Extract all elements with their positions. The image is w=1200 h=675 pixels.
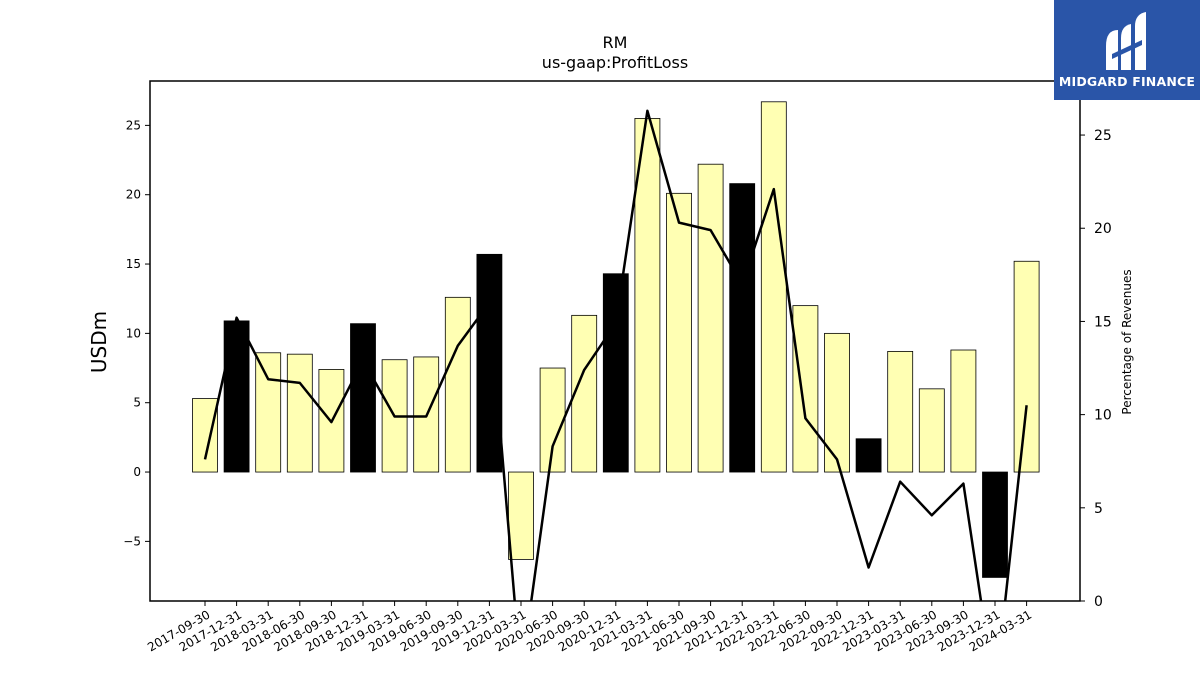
chart-title: RM: [603, 33, 628, 52]
y-axis-label: USDm: [87, 311, 111, 373]
bar-2018-06-30: [286, 353, 313, 473]
bar-2021-03-31: [634, 118, 661, 473]
bar-2021-09-30: [697, 163, 724, 473]
y2-tick-label: 10: [1094, 408, 1112, 424]
y2-tick-label: 5: [1094, 501, 1103, 517]
bar-2022-03-31: [760, 101, 787, 473]
bar-2018-12-31: [350, 323, 376, 473]
bar-2022-09-30: [824, 332, 850, 473]
y-tick-label: −5: [123, 534, 141, 548]
y-tick-label: 20: [126, 188, 141, 202]
y2-tick-label: 0: [1094, 594, 1103, 610]
logo-text: MIDGARD FINANCE: [1058, 73, 1196, 89]
plot-frame: [149, 80, 1081, 602]
bar-2023-09-30: [950, 349, 977, 473]
y2-tick-label: 15: [1094, 314, 1112, 330]
brand-logo: MIDGARD FINANCE: [1054, 0, 1200, 100]
y-tick-label: 15: [126, 257, 141, 271]
bar-2021-06-30: [666, 192, 692, 473]
bar-2021-12-31: [729, 183, 756, 473]
bar-2018-03-31: [255, 352, 282, 473]
bar-2017-09-30: [192, 398, 218, 473]
bar-2020-12-31: [602, 273, 629, 473]
bar-2017-12-31: [223, 320, 250, 473]
bar-2019-12-31: [476, 253, 503, 473]
bar-2023-06-30: [918, 388, 945, 473]
chart-subtitle: us-gaap:ProfitLoss: [542, 53, 688, 72]
bar-2020-03-31: [508, 471, 534, 560]
bar-2020-09-30: [571, 314, 598, 473]
bar-2024-03-31: [1013, 260, 1040, 473]
y2-tick-label: 25: [1094, 128, 1112, 144]
bar-2020-06-30: [539, 367, 566, 473]
bar-2022-12-31: [855, 438, 882, 473]
y-tick-label: 25: [126, 118, 141, 132]
y-tick-label: 10: [126, 326, 141, 340]
y2-tick-label: 20: [1094, 221, 1112, 237]
bar-2022-06-30: [792, 305, 819, 473]
bar-2023-03-31: [887, 350, 914, 473]
y-tick-label: 0: [133, 465, 141, 479]
series-line: [203, 109, 1028, 601]
y-tick-label: 5: [133, 396, 141, 410]
y2-axis-label: Percentage of Revenues: [1120, 269, 1134, 414]
midgard-logo-icon: [1106, 11, 1146, 70]
bar-2023-12-31: [982, 471, 1008, 578]
bar-2019-09-30: [444, 296, 471, 473]
